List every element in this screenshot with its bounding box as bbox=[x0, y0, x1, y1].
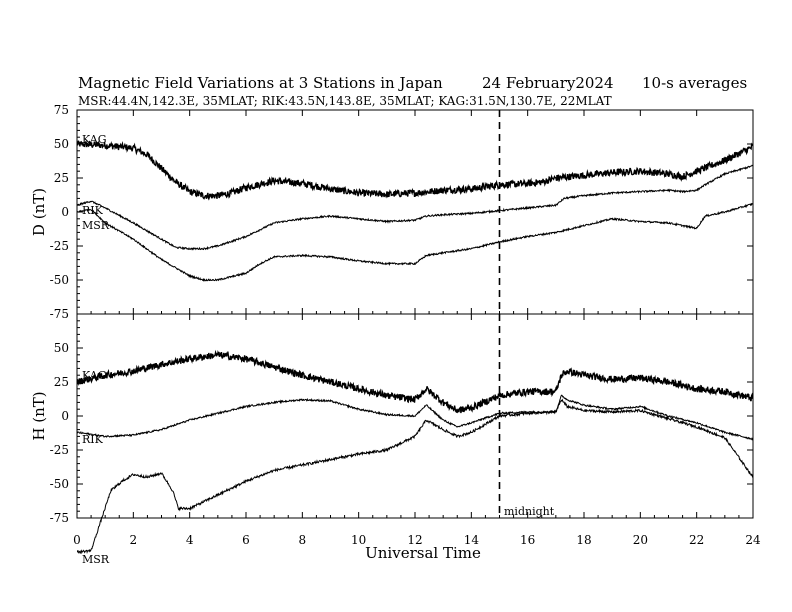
h-series-msr bbox=[77, 398, 753, 555]
x-axis-label: Universal Time bbox=[365, 544, 481, 562]
d-panel-frame bbox=[76, 109, 754, 315]
d-series-msr bbox=[77, 202, 753, 283]
d-series-label-kag: KAG bbox=[82, 133, 107, 146]
h-series-label-rik: RIK bbox=[82, 433, 104, 446]
h-ytick-label: -75 bbox=[50, 511, 69, 525]
xtick-label: 2 bbox=[130, 533, 138, 547]
chart-date: 24 February2024 bbox=[482, 74, 614, 92]
xtick-label: 24 bbox=[745, 533, 761, 547]
d-ytick-label: 50 bbox=[54, 137, 69, 151]
h-panel-ylabel: H (nT) bbox=[30, 391, 48, 440]
xtick-label: 10 bbox=[351, 533, 366, 547]
xtick-label: 6 bbox=[242, 533, 250, 547]
xtick-label: 18 bbox=[576, 533, 591, 547]
d-ytick-label: -25 bbox=[50, 239, 69, 253]
midnight-label: midnight bbox=[504, 505, 555, 518]
stations-info: MSR:44.4N,142.3E, 35MLAT; RIK:43.5N,143.… bbox=[78, 94, 612, 108]
d-series-rik bbox=[77, 164, 753, 251]
h-ytick-label: -50 bbox=[50, 477, 69, 491]
chart-averaging: 10-s averages bbox=[642, 74, 747, 92]
d-ytick-label: -75 bbox=[50, 307, 69, 321]
h-series-rik bbox=[77, 394, 753, 441]
xtick-label: 12 bbox=[407, 533, 422, 547]
d-ytick-label: 75 bbox=[54, 103, 69, 117]
xtick-label: 16 bbox=[520, 533, 535, 547]
d-panel: -75 -50 -25 0 25 50 75 KAG RIK MSR bbox=[50, 103, 754, 321]
h-series-label-kag: KAG bbox=[82, 369, 107, 382]
h-ytick-label: -25 bbox=[50, 443, 69, 457]
xtick-label: 22 bbox=[689, 533, 704, 547]
h-ytick-label: 50 bbox=[54, 341, 69, 355]
d-panel-ylabel: D (nT) bbox=[30, 188, 48, 236]
d-ytick-label: 25 bbox=[54, 171, 69, 185]
d-ytick-label: -50 bbox=[50, 273, 69, 287]
h-ytick-label: 0 bbox=[61, 409, 69, 423]
d-series-label-rik: RIK bbox=[82, 204, 104, 217]
h-series-label-msr: MSR bbox=[82, 553, 110, 566]
d-series-label-msr: MSR bbox=[82, 219, 110, 232]
xtick-label: 14 bbox=[464, 533, 480, 547]
h-ytick-label: 25 bbox=[54, 375, 69, 389]
xtick-label: 8 bbox=[299, 533, 307, 547]
d-ytick-label: 0 bbox=[61, 205, 69, 219]
xtick-label: 0 bbox=[73, 533, 81, 547]
d-series-kag bbox=[77, 140, 753, 201]
xtick-label: 20 bbox=[633, 533, 648, 547]
chart-title: Magnetic Field Variations at 3 Stations … bbox=[78, 74, 443, 92]
xtick-label: 4 bbox=[186, 533, 194, 547]
h-series-kag bbox=[77, 349, 753, 414]
